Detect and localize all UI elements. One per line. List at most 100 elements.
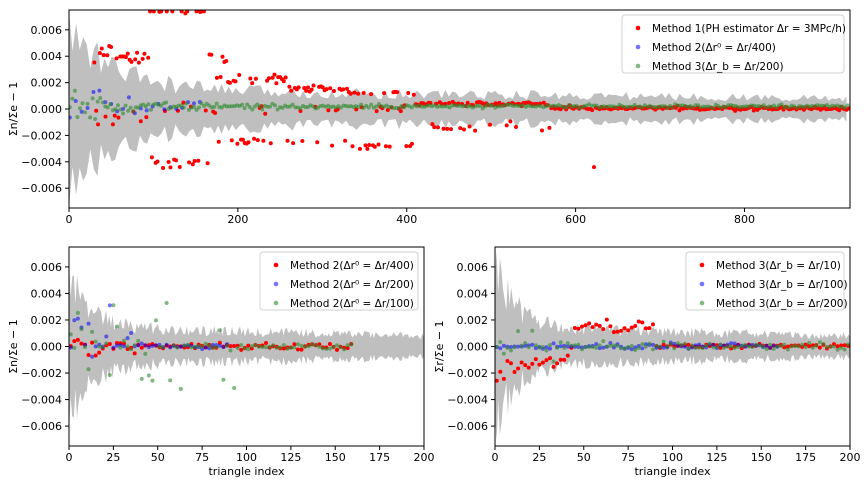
data-point (291, 141, 296, 146)
data-point (626, 344, 631, 349)
data-point (305, 85, 310, 90)
y-tick-label: −0.004 (21, 156, 62, 169)
data-point (95, 99, 100, 104)
data-point (526, 345, 531, 350)
data-point (551, 359, 556, 364)
data-point (186, 107, 191, 112)
data-point (159, 10, 164, 14)
x-tick-label: 200 (227, 213, 248, 226)
x-tick-label: 200 (840, 451, 861, 464)
data-point (189, 345, 194, 350)
data-point (540, 345, 545, 350)
data-point (565, 344, 570, 349)
data-point (104, 334, 109, 339)
data-point (540, 360, 545, 365)
data-point (260, 345, 265, 350)
data-point (168, 378, 173, 383)
data-point (633, 324, 638, 329)
data-point (264, 345, 269, 350)
data-point (576, 342, 581, 347)
data-point (516, 344, 521, 349)
y-tick-label: 0.004 (31, 287, 63, 300)
data-point (270, 75, 275, 80)
data-point (810, 345, 815, 350)
data-point (372, 144, 377, 149)
data-point (274, 345, 279, 350)
data-point (122, 338, 127, 343)
data-point (661, 345, 666, 350)
data-point (565, 353, 570, 358)
data-point (221, 345, 226, 350)
data-point (729, 344, 734, 349)
data-point (205, 161, 210, 166)
data-point (164, 301, 169, 306)
data-point (672, 346, 677, 351)
legend-marker (273, 262, 279, 268)
data-point (164, 100, 169, 105)
data-point (185, 343, 190, 348)
data-point (200, 344, 205, 349)
data-point (218, 75, 223, 80)
data-point (221, 377, 226, 382)
y-axis-label: Σn/Σe − 1 (7, 82, 20, 137)
data-point (650, 322, 655, 327)
data-point (317, 344, 322, 349)
data-point (75, 115, 80, 120)
legend-marker (699, 300, 705, 306)
data-point (530, 328, 535, 333)
data-point (682, 344, 687, 349)
data-point (369, 92, 374, 97)
data-point (253, 343, 258, 348)
data-point (146, 102, 151, 107)
data-point (636, 345, 641, 350)
y-tick-label: 0.000 (31, 341, 63, 354)
data-point (121, 111, 126, 116)
data-point (299, 347, 304, 352)
data-point (306, 344, 311, 349)
data-point (432, 125, 437, 130)
data-point (118, 345, 123, 350)
data-point (343, 138, 348, 143)
data-point (153, 318, 158, 323)
data-point (105, 53, 110, 58)
data-point (271, 343, 276, 348)
data-point (572, 343, 577, 348)
data-point (185, 10, 190, 14)
data-point (248, 76, 253, 81)
data-point (461, 127, 466, 132)
data-point (266, 76, 271, 81)
data-point (220, 54, 225, 59)
data-point (86, 321, 91, 326)
legend-marker (635, 63, 641, 69)
data-point (807, 344, 812, 349)
chart-panel-bottom-right: 0 25 50 75 100 125 150 175 200 −0.006 −0.004 −0.002… (433, 246, 861, 478)
data-point (320, 346, 325, 351)
data-point (164, 10, 169, 14)
data-point (785, 344, 790, 349)
data-point (227, 80, 232, 85)
data-point (90, 354, 95, 359)
data-point (143, 351, 148, 356)
data-point (448, 127, 453, 132)
data-point (555, 361, 560, 366)
data-point (190, 162, 195, 167)
data-point (693, 345, 698, 350)
data-point (242, 346, 247, 351)
data-point (369, 102, 374, 107)
data-point (304, 88, 309, 93)
data-point (764, 346, 769, 351)
data-point (590, 344, 595, 349)
data-point (235, 141, 240, 146)
legend-label: Method 2(Δr⁰ = Δr/400) (652, 42, 776, 54)
data-point (547, 125, 552, 130)
data-point (650, 347, 655, 352)
data-point (203, 108, 208, 113)
data-point (132, 351, 137, 356)
data-point (114, 56, 119, 61)
data-point (764, 343, 769, 348)
data-point (335, 343, 340, 348)
data-point (133, 57, 138, 62)
data-point (142, 51, 147, 56)
data-point (594, 342, 599, 347)
data-point (129, 331, 134, 336)
